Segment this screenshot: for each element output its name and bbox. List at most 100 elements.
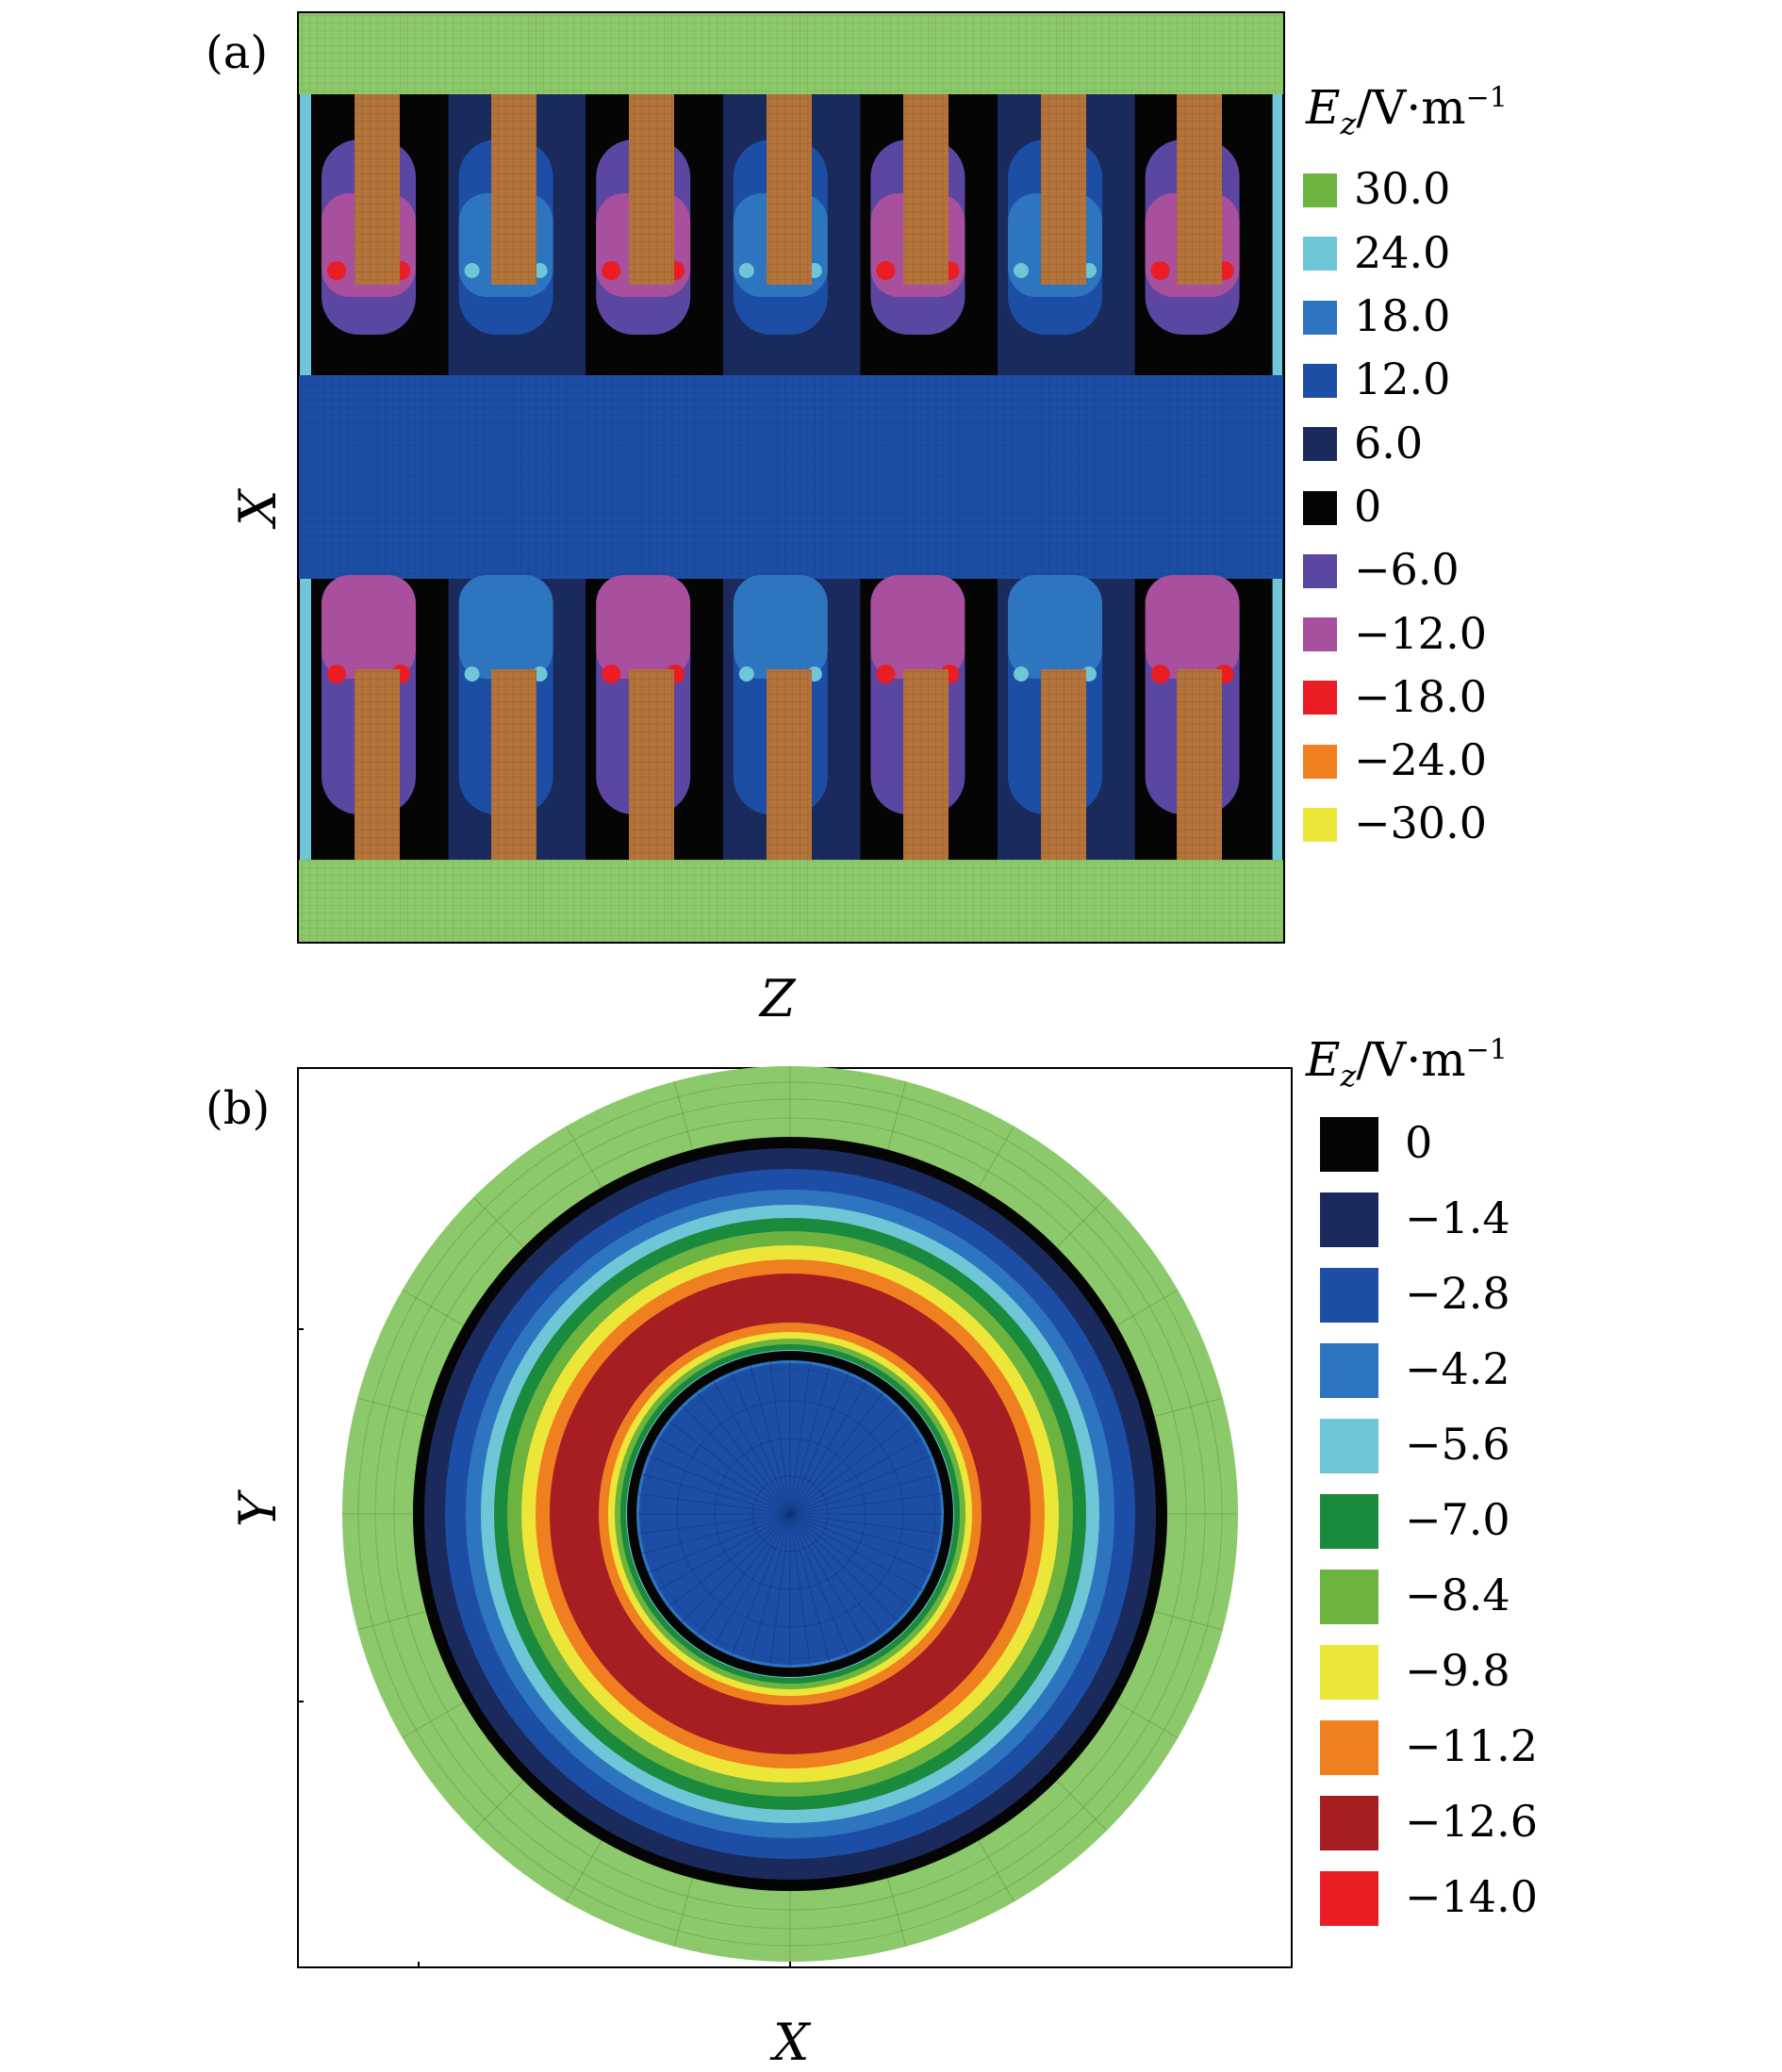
electrode-mesh <box>1177 669 1222 860</box>
field-spot <box>464 666 480 682</box>
legend-swatch <box>1320 1645 1378 1700</box>
legend-swatch <box>1303 427 1337 462</box>
mesh-line <box>789 1513 811 1666</box>
panel-b-plot <box>297 1066 1293 1968</box>
mesh-line <box>682 1406 791 1515</box>
legend-swatch <box>1303 237 1337 271</box>
field-spot <box>327 665 346 683</box>
legend-title-subscript: z <box>1340 1058 1357 1094</box>
potential-region <box>733 575 828 679</box>
legend-swatch <box>1303 300 1337 335</box>
legend-label: −14.0 <box>1405 1871 1538 1923</box>
mesh-line <box>789 1513 867 1647</box>
mesh-line <box>713 1513 791 1647</box>
field-spot <box>1014 666 1029 682</box>
potential-region <box>322 575 416 679</box>
mesh-line <box>1056 1780 1108 1832</box>
outer-band-mesh <box>298 12 1284 94</box>
legend-swatch <box>1320 1268 1378 1323</box>
mesh-line <box>887 1081 907 1150</box>
core-boundary <box>627 1351 953 1677</box>
mesh-line <box>357 1397 426 1417</box>
legend-swatch <box>1303 617 1337 652</box>
mesh-line <box>789 1362 811 1515</box>
legend-label: 0 <box>1354 480 1382 532</box>
mesh-line <box>673 1878 693 1947</box>
legend-swatch <box>1320 1796 1378 1850</box>
mesh-line <box>402 1702 464 1738</box>
mesh-line <box>696 1513 791 1636</box>
legend-label: −4.2 <box>1405 1343 1510 1395</box>
mesh-line <box>789 1513 884 1636</box>
legend-label: 0 <box>1405 1117 1433 1169</box>
mesh-line <box>402 1290 464 1326</box>
legend-swatch <box>1320 1720 1378 1775</box>
legend-label: 18.0 <box>1354 290 1451 342</box>
mesh-line <box>668 1513 791 1608</box>
legend-title-symbol: E <box>1306 80 1341 135</box>
potential-region <box>1145 575 1240 679</box>
potential-region <box>458 575 553 679</box>
field-spot <box>464 263 480 278</box>
electrode-mesh <box>491 94 536 285</box>
electrode-mesh <box>491 669 536 860</box>
mesh-line <box>978 1126 1015 1188</box>
electrode-mesh <box>903 94 949 285</box>
mesh-line <box>769 1362 791 1515</box>
legend-title-exponent: −1 <box>1465 81 1508 115</box>
potential-region <box>596 575 691 679</box>
panel-a-xlabel: Z <box>760 969 796 1028</box>
legend-swatch <box>1320 1343 1378 1398</box>
mesh-line <box>642 1473 791 1515</box>
panel-b-legend-title: Ez/V·m−1 <box>1306 1032 1508 1094</box>
mesh-line <box>696 1392 791 1515</box>
electrode-mesh <box>767 94 812 285</box>
mesh-line <box>750 1513 791 1662</box>
mesh-line <box>566 1126 602 1188</box>
legend-swatch <box>1320 1192 1378 1247</box>
mesh-line <box>1154 1397 1223 1417</box>
mesh-line <box>1116 1702 1179 1738</box>
mesh-line <box>668 1420 791 1515</box>
legend-swatch <box>1303 744 1337 779</box>
legend-label: −9.8 <box>1405 1645 1510 1697</box>
legend-label: −18.0 <box>1354 670 1487 722</box>
mesh-line <box>750 1366 791 1515</box>
mesh-line <box>789 1455 932 1515</box>
mesh-line <box>472 1196 524 1248</box>
panel-a-plot <box>297 11 1285 944</box>
mesh-line <box>789 1513 938 1554</box>
legend-swatch <box>1303 490 1337 525</box>
legend-swatch <box>1320 1494 1378 1549</box>
panel-b-label: (b) <box>206 1082 271 1135</box>
legend-title-unit: /V·m <box>1356 80 1466 135</box>
mesh-line <box>673 1081 693 1150</box>
panel-a-legend-title: Ez/V·m−1 <box>1306 80 1508 141</box>
mesh-line <box>1056 1196 1108 1248</box>
mesh-circle <box>374 1098 1206 1930</box>
mesh-line <box>789 1513 912 1608</box>
mesh-line <box>638 1493 791 1515</box>
field-spot <box>327 261 346 280</box>
legend-swatch <box>1303 553 1337 588</box>
electrode-mesh <box>1177 94 1222 285</box>
panel-b-xlabel: X <box>773 2013 810 2072</box>
panel-a-label: (a) <box>206 26 269 79</box>
legend-label: 12.0 <box>1354 354 1451 405</box>
mesh-line <box>649 1513 791 1573</box>
legend-label: −2.8 <box>1405 1268 1510 1320</box>
electrode-mesh <box>629 94 674 285</box>
mesh-line <box>789 1406 899 1515</box>
legend-swatch <box>1320 1871 1378 1926</box>
mesh-line <box>789 1513 899 1622</box>
electrode-mesh <box>629 669 674 860</box>
mesh-line <box>978 1840 1015 1902</box>
mesh-line <box>789 1513 923 1591</box>
field-spot <box>1150 261 1170 280</box>
legend-title-subscript: z <box>1340 106 1357 141</box>
mesh-line <box>638 1513 791 1535</box>
legend-label: −7.0 <box>1405 1494 1510 1546</box>
core-band-mesh <box>298 375 1284 579</box>
legend-swatch <box>1303 173 1337 207</box>
electrode-mesh <box>1041 669 1086 860</box>
